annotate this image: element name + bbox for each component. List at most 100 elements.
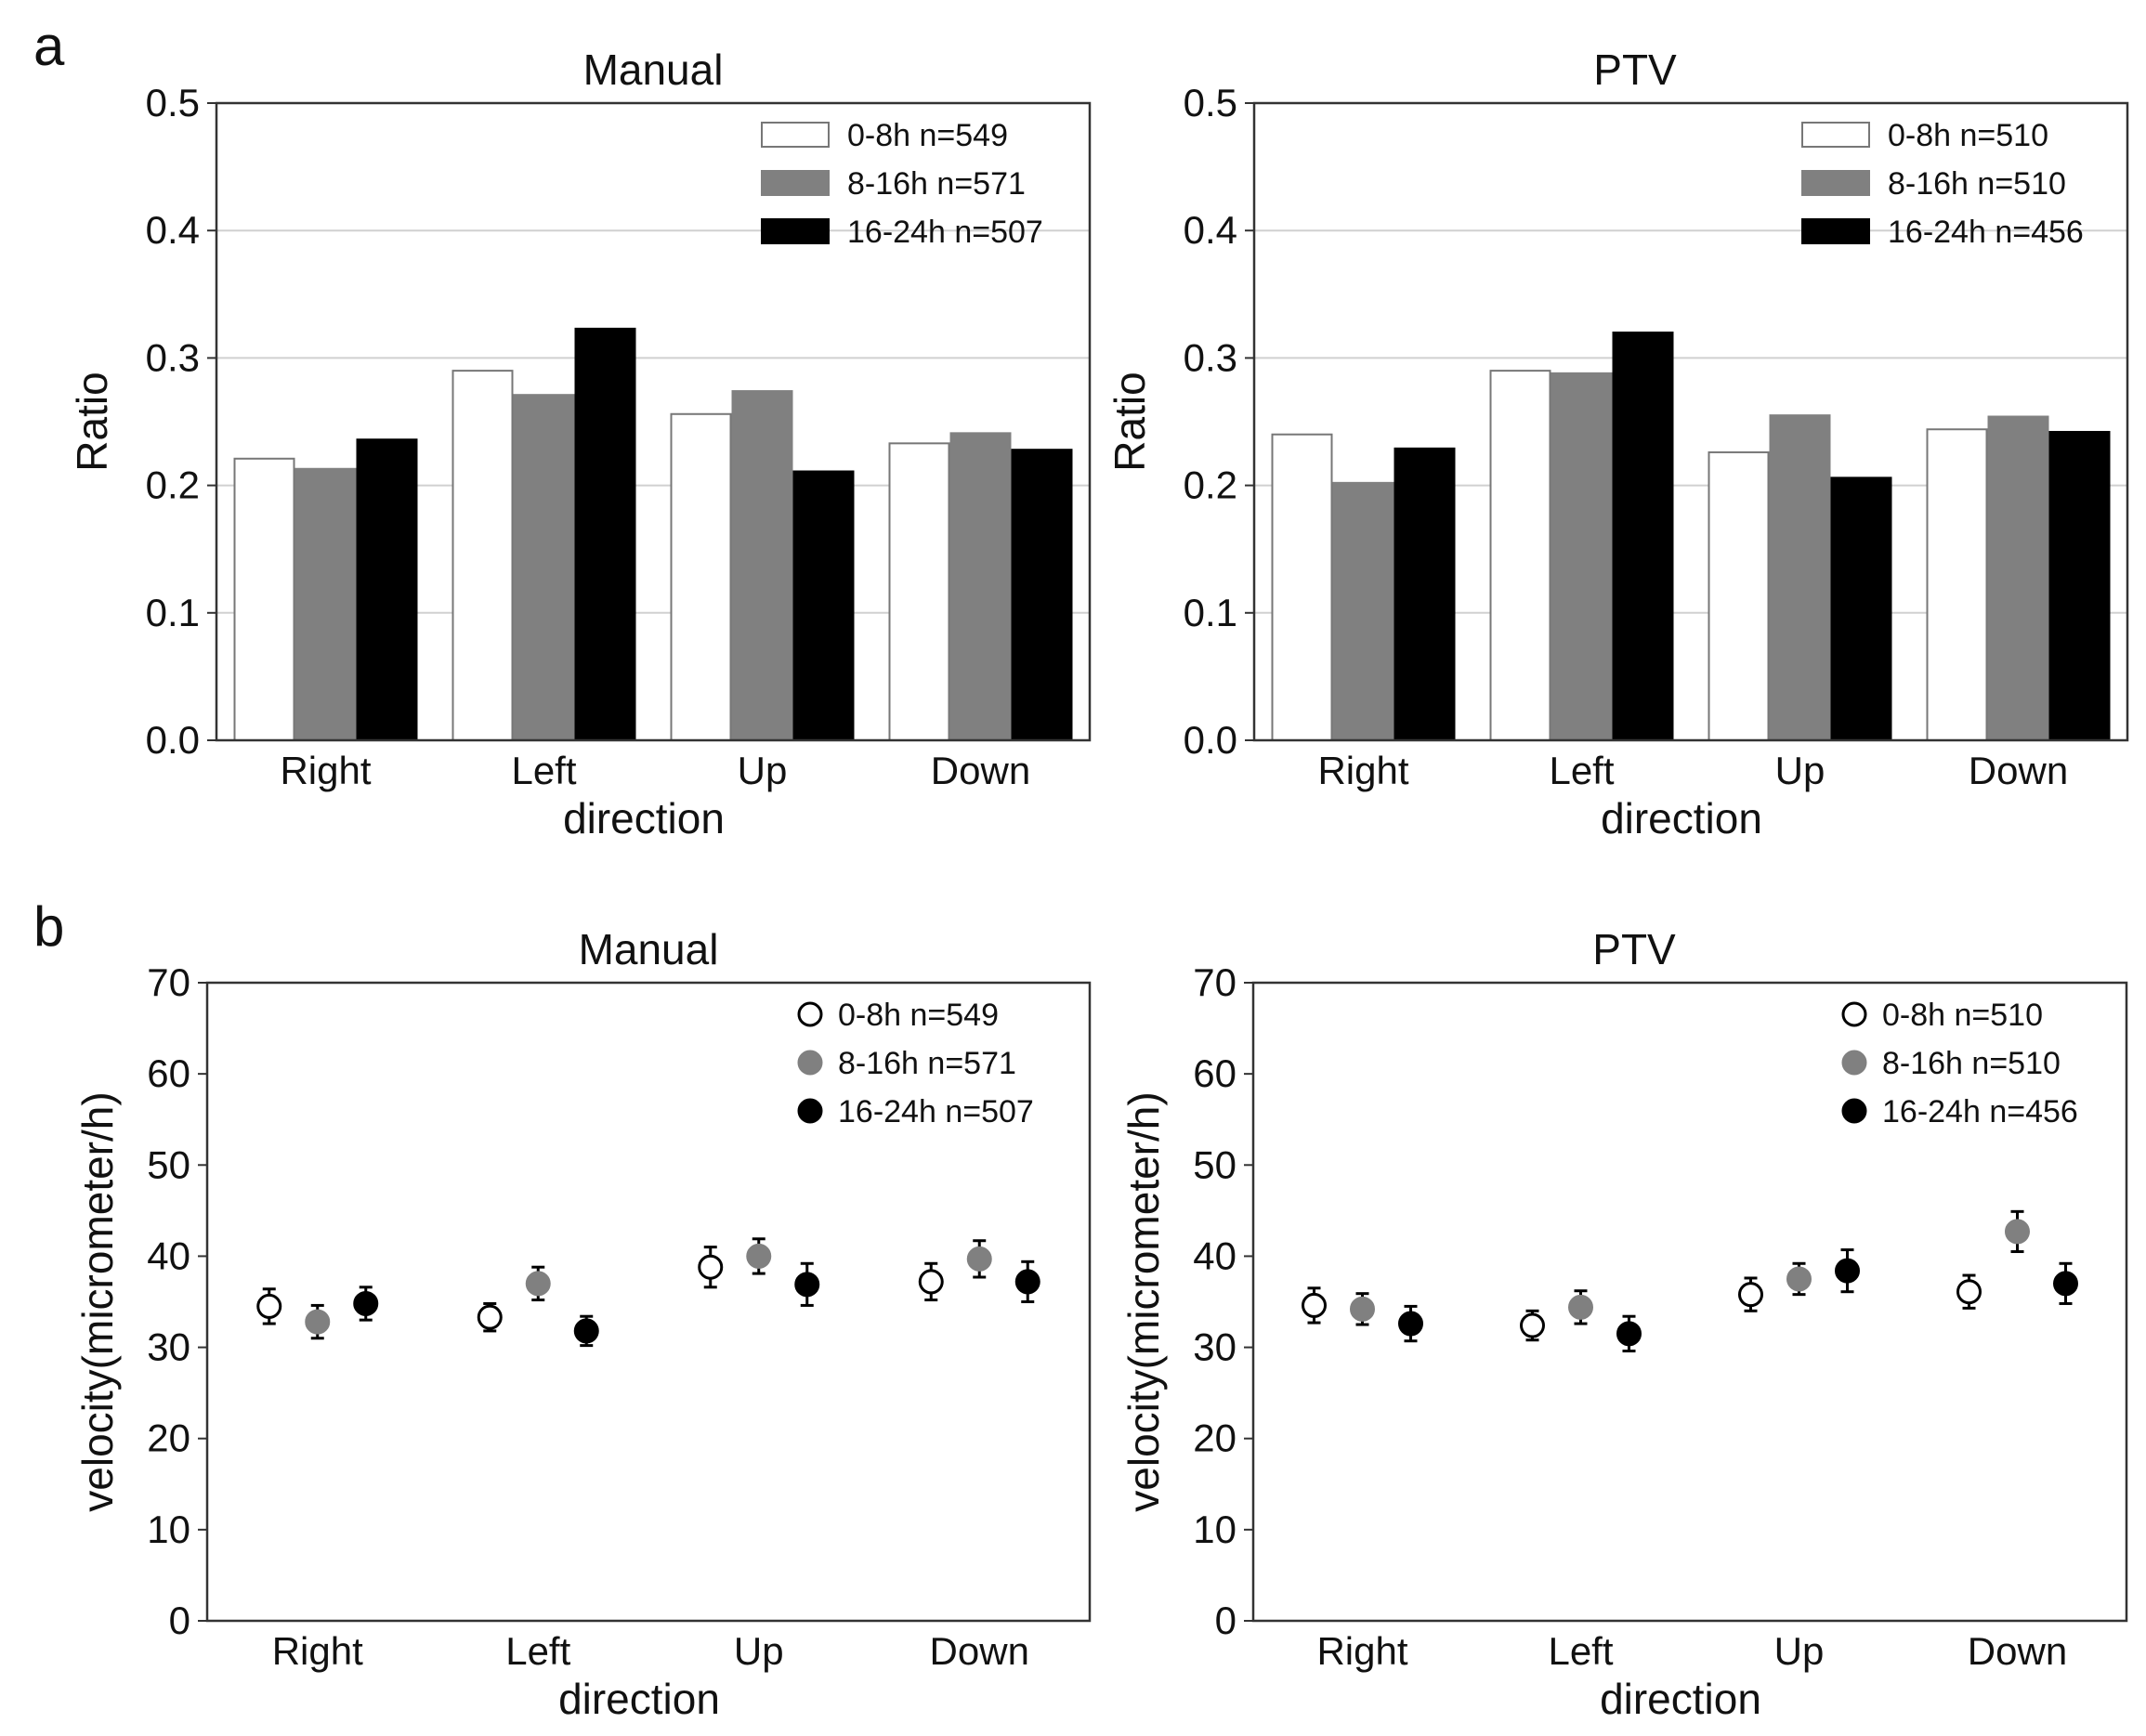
y-tick-label: 0.3: [146, 335, 200, 379]
bar-down-series-2: [1987, 415, 2049, 741]
category-label-down: Down: [931, 749, 1030, 792]
chart-a-manual: Manual 0.0 0.1 0.2 0.3 0.4 0.5 Ratio Right Left Up…: [68, 46, 1092, 842]
y-tick-label: 60: [147, 1051, 190, 1095]
point-down-series-1: [918, 1269, 944, 1295]
y-tick-label: 0.2: [146, 463, 200, 507]
bar-down-series-1: [888, 442, 950, 741]
bar-left-series-2: [513, 394, 575, 741]
point-up-series-1: [1738, 1282, 1763, 1308]
legend-marker-1: [1841, 1001, 1867, 1027]
bar-left-series-2: [1551, 372, 1613, 741]
category-label-down: Down: [1968, 1629, 2067, 1673]
legend-label-3: 16-24h n=456: [1888, 215, 2084, 250]
point-left-series-1: [1520, 1312, 1545, 1338]
chart-title: PTV: [1592, 925, 1676, 973]
y-tick-label: 10: [147, 1508, 190, 1551]
category-label-up: Up: [734, 1629, 784, 1673]
category-label-right: Right: [280, 749, 371, 792]
y-tick-label: 0.2: [1184, 463, 1237, 507]
chart-b-ptv: PTV 0 10 20 30 40 50 60 70 velocity(micrometer/h)…: [1119, 925, 2128, 1723]
point-up-series-3: [794, 1272, 820, 1298]
point-up-series-2: [1786, 1266, 1812, 1292]
x-axis-label: direction: [563, 794, 725, 842]
legend-swatch-1: [1801, 122, 1870, 148]
category-label-up: Up: [738, 749, 788, 792]
category-label-up: Up: [1775, 749, 1825, 792]
bar-right-series-2: [294, 467, 357, 741]
bar-left-series-3: [1612, 331, 1674, 741]
bar-left-series-3: [574, 327, 636, 741]
bar-right-series-3: [356, 438, 418, 741]
y-axis-label: velocity(micrometer/h): [1119, 1091, 1168, 1511]
point-down-series-2: [2005, 1219, 2030, 1245]
plot-frame: [215, 101, 1092, 742]
y-tick-label: 40: [147, 1233, 190, 1277]
category-label-left: Left: [505, 1629, 570, 1673]
bar-up-series-2: [1769, 414, 1831, 741]
point-up-series-1: [698, 1254, 724, 1280]
bar-up-series-3: [1830, 476, 1892, 741]
y-tick-label: 50: [147, 1142, 190, 1186]
chart-a-ptv: PTV 0.0 0.1 0.2 0.3 0.4 0.5 Ratio Right Left Up Dow…: [1106, 46, 2129, 842]
category-label-down: Down: [1969, 749, 2068, 792]
legend-swatch-2: [761, 170, 830, 196]
category-label-right: Right: [1316, 1629, 1407, 1673]
y-tick-label: 10: [1193, 1508, 1237, 1551]
legend-swatch-2: [1801, 170, 1870, 196]
y-tick-label: 0.3: [1184, 335, 1237, 379]
plot-frame: [1252, 101, 2129, 742]
y-tick-label: 0.4: [1184, 208, 1237, 252]
x-axis-label: direction: [558, 1675, 720, 1723]
category-label-up: Up: [1774, 1629, 1825, 1673]
panel-label-b: b: [33, 895, 64, 958]
bar-right-series-1: [233, 457, 295, 741]
y-tick-label: 0: [169, 1599, 190, 1642]
legend-label-2: 8-16h n=510: [1882, 1046, 2061, 1081]
bar-down-series-2: [949, 432, 1012, 741]
y-tick-label: 0.0: [146, 718, 200, 762]
bar-right-series-3: [1394, 447, 1456, 741]
point-left-series-3: [1616, 1321, 1642, 1347]
bar-right-series-1: [1271, 433, 1333, 741]
legend-marker-2: [797, 1050, 823, 1076]
y-tick-label: 20: [1193, 1416, 1237, 1460]
category-label-right: Right: [272, 1629, 363, 1673]
y-tick-label: 70: [1193, 960, 1237, 1004]
bar-up-series-1: [670, 412, 732, 741]
point-left-series-3: [573, 1318, 599, 1344]
category-label-left: Left: [1548, 1629, 1613, 1673]
y-axis-label: velocity(micrometer/h): [73, 1091, 122, 1511]
legend-swatch-3: [1801, 218, 1870, 244]
y-tick-label: 0.1: [146, 591, 200, 634]
y-axis-label: Ratio: [1106, 372, 1154, 471]
y-tick-label: 0.5: [1184, 81, 1237, 124]
y-tick-label: 50: [1193, 1142, 1237, 1186]
chart-b-manual: Manual 0 10 20 30 40 50 60 70 velocity(micrometer…: [73, 925, 1092, 1723]
point-up-series-3: [1835, 1258, 1860, 1284]
bar-down-series-1: [1926, 428, 1988, 741]
category-label-left: Left: [511, 749, 576, 792]
chart-title: Manual: [579, 925, 719, 973]
legend-marker-1: [797, 1001, 823, 1027]
legend-marker-3: [797, 1098, 823, 1124]
point-down-series-2: [966, 1246, 992, 1272]
legend-label-3: 16-24h n=507: [838, 1094, 1034, 1129]
y-axis-label: Ratio: [68, 372, 116, 471]
point-right-series-2: [1350, 1296, 1375, 1322]
point-right-series-3: [1398, 1311, 1423, 1337]
y-tick-label: 0.1: [1184, 591, 1237, 634]
bar-up-series-2: [731, 390, 793, 741]
plot-frame: [205, 981, 1092, 1623]
y-tick-label: 0: [1215, 1599, 1237, 1642]
bar-up-series-3: [792, 470, 855, 741]
point-left-series-2: [525, 1271, 551, 1297]
legend-marker-2: [1841, 1050, 1867, 1076]
legend-label-1: 0-8h n=549: [838, 998, 999, 1033]
category-label-left: Left: [1549, 749, 1614, 792]
y-tick-label: 70: [147, 960, 190, 1004]
point-left-series-2: [1568, 1294, 1593, 1320]
point-up-series-2: [746, 1243, 772, 1269]
point-down-series-1: [1956, 1279, 1982, 1305]
panel-label-a: a: [33, 15, 65, 77]
